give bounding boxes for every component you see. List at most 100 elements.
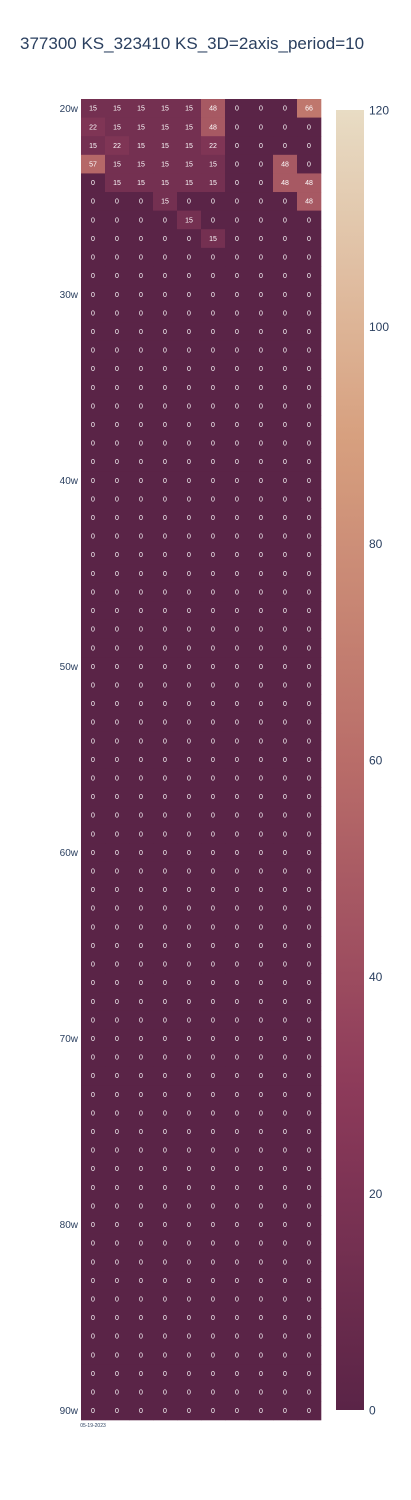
cell-label: 0	[259, 627, 263, 634]
cell-label: 0	[139, 1334, 143, 1341]
heatmap-cell	[297, 1103, 322, 1123]
heatmap-cell	[225, 433, 250, 453]
heatmap-cell	[201, 582, 226, 602]
cell-label: 0	[283, 292, 287, 299]
heatmap-cell	[249, 992, 274, 1011]
cell-label: 0	[283, 962, 287, 969]
cell-label: 0	[283, 496, 287, 503]
heatmap-cell	[297, 1401, 322, 1421]
heatmap-cell	[153, 433, 178, 453]
heatmap-cell	[129, 787, 154, 807]
cell-label: 0	[307, 608, 311, 615]
heatmap-cell	[81, 99, 106, 118]
heatmap-cell	[177, 787, 202, 807]
cell-label: 0	[187, 776, 191, 783]
heatmap-cell	[225, 1345, 250, 1365]
cell-label: 0	[235, 1296, 239, 1303]
cell-label: 0	[187, 1129, 191, 1136]
cell-label: 0	[139, 813, 143, 820]
cell-label: 0	[235, 924, 239, 931]
cell-label: 0	[139, 850, 143, 857]
heatmap-cell	[177, 173, 202, 193]
cell-label: 0	[163, 348, 167, 355]
heatmap-cell	[105, 303, 130, 323]
heatmap-cell	[201, 303, 226, 323]
cell-label: 0	[283, 571, 287, 578]
heatmap-cell	[129, 266, 154, 286]
heatmap-cell	[153, 285, 178, 304]
cell-label: 0	[163, 962, 167, 969]
heatmap-cell	[105, 712, 130, 732]
cell-label: 0	[259, 1110, 263, 1117]
cell-label: 0	[91, 459, 95, 466]
heatmap-cell	[273, 415, 298, 435]
heatmap-cell	[153, 526, 178, 546]
heatmap-cell	[297, 843, 322, 863]
heatmap-cell	[129, 545, 154, 565]
cell-label: 0	[211, 682, 215, 689]
cell-label: 0	[211, 813, 215, 820]
heatmap-cell	[297, 489, 322, 509]
cell-label: 0	[235, 255, 239, 262]
cell-label: 0	[211, 701, 215, 708]
heatmap-cell	[225, 936, 250, 956]
heatmap-cell	[297, 266, 322, 286]
heatmap-cell	[129, 1271, 154, 1291]
heatmap-cell	[129, 489, 154, 509]
heatmap-cell	[177, 899, 202, 918]
heatmap-cell	[273, 396, 298, 416]
heatmap-cell	[201, 843, 226, 863]
cell-label: 15	[185, 162, 193, 169]
heatmap-cell	[129, 452, 154, 472]
cell-label: 0	[283, 534, 287, 541]
cell-label: 0	[283, 664, 287, 671]
heatmap-cell	[153, 322, 178, 342]
heatmap-cell	[201, 229, 226, 249]
heatmap-cell	[153, 1029, 178, 1049]
cell-label: 0	[211, 1315, 215, 1322]
heatmap-cell	[81, 806, 106, 825]
cell-label: 0	[211, 980, 215, 987]
heatmap-cell	[129, 936, 154, 956]
cell-label: 0	[115, 1073, 119, 1080]
cell-label: 0	[211, 1129, 215, 1136]
heatmap-cell	[225, 750, 250, 770]
cell-label: 0	[211, 1073, 215, 1080]
cell-label: 0	[283, 943, 287, 950]
cell-label: 0	[307, 682, 311, 689]
cell-label: 57	[89, 162, 97, 169]
heatmap-cell	[105, 1010, 130, 1030]
heatmap-cell	[201, 1178, 226, 1198]
cell-label: 0	[139, 627, 143, 634]
heatmap-cell	[273, 861, 298, 881]
heatmap-cell	[177, 378, 202, 397]
heatmap-cell	[297, 526, 322, 546]
cell-label: 0	[139, 1259, 143, 1266]
cell-label: 22	[89, 124, 97, 131]
cell-label: 0	[259, 1073, 263, 1080]
y-tick-label: 70w	[60, 1034, 79, 1045]
cell-label: 0	[163, 701, 167, 708]
cell-label: 0	[187, 850, 191, 857]
cell-label: 0	[307, 664, 311, 671]
heatmap-cell	[297, 675, 322, 695]
cell-label: 0	[235, 1315, 239, 1322]
cell-label: 0	[259, 1017, 263, 1024]
cell-label: 0	[211, 627, 215, 634]
cell-label: 0	[259, 180, 263, 187]
heatmap-cell	[81, 768, 106, 788]
cell-label: 0	[259, 255, 263, 262]
heatmap-cell	[153, 936, 178, 956]
cell-label: 0	[163, 627, 167, 634]
cell-label: 0	[91, 831, 95, 838]
cell-label: 0	[235, 273, 239, 280]
cell-label: 0	[91, 1278, 95, 1285]
heatmap-cell	[177, 1233, 202, 1253]
heatmap-cell	[249, 545, 274, 565]
heatmap-cell	[129, 1289, 154, 1309]
heatmap-cell	[249, 489, 274, 509]
cell-label: 0	[187, 236, 191, 243]
cell-label: 0	[259, 403, 263, 410]
heatmap-cell	[153, 508, 178, 528]
heatmap-cell	[273, 1085, 298, 1105]
